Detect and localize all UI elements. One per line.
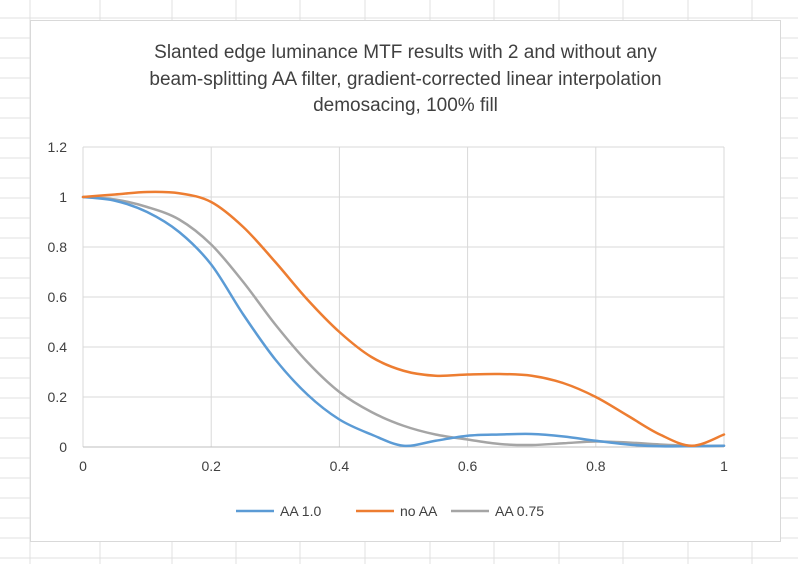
chart-area[interactable]: Slanted edge luminance MTF results with …: [30, 20, 781, 542]
x-tick-label: 0.2: [201, 458, 221, 474]
x-tick-label: 0.4: [330, 458, 350, 474]
y-tick-label: 0.2: [48, 389, 68, 405]
legend-label: AA 0.75: [495, 503, 544, 519]
chart-title-line-3: demosacing, 100% fill: [313, 95, 498, 116]
chart-title-line-2: beam-splitting AA filter, gradient-corre…: [149, 68, 662, 90]
chart-title-line-1: Slanted edge luminance MTF results with …: [154, 42, 657, 63]
plot-area: 0 0.2 0.4 0.6 0.8 1 1.2 0 0.2 0.4 0.6 0.8 1 AA 1.0 no …: [48, 139, 729, 519]
y-tick-label: 1: [59, 189, 67, 205]
y-tick-label: 0.4: [48, 339, 68, 355]
series-line-aa-0-75: [81, 195, 726, 448]
y-tick-label: 0: [59, 439, 67, 455]
x-tick-label: 0.8: [586, 458, 606, 474]
x-tick-label: 0.6: [458, 458, 478, 474]
x-tick-label: 1: [720, 458, 728, 474]
y-tick-label: 0.8: [48, 239, 68, 255]
y-tick-label: 1.2: [48, 139, 68, 155]
legend-label: no AA: [400, 503, 438, 519]
chart-title: Slanted edge luminance MTF results with …: [31, 40, 780, 120]
series-line-no-aa: [81, 190, 726, 447]
legend-label: AA 1.0: [280, 503, 321, 519]
series-line-aa-1-0: [81, 195, 726, 448]
x-tick-label: 0: [79, 458, 87, 474]
y-tick-label: 0.6: [48, 289, 68, 305]
